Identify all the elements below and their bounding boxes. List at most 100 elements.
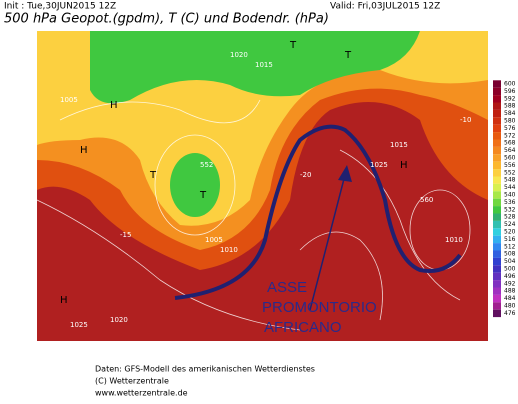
colorbar-label: 532: [504, 206, 516, 213]
colorbar-swatch: [493, 198, 501, 207]
colorbar-label: 548: [504, 177, 516, 184]
map: H H H T T T T H 1005 1010 1015 1020 1015 1025 1010 1005…: [36, 31, 488, 341]
colorbar-swatch: [493, 87, 501, 96]
annotation: PROMONTORIO: [262, 299, 377, 316]
colorbar-swatch: [493, 169, 501, 177]
contour-label: -15: [120, 231, 131, 239]
colorbar-label: 556: [504, 162, 516, 169]
contour-label: -10: [460, 116, 471, 124]
footer-line: Daten: GFS-Modell des amerikanischen Wet…: [95, 365, 315, 374]
colorbar-label: 488: [504, 288, 516, 295]
colorbar-swatch: [493, 272, 501, 281]
map-title: 500 hPa Geopot.(gpdm), T (C) und Bodendr…: [4, 12, 329, 27]
colorbar-swatch: [493, 220, 501, 229]
annotation: ASSE: [267, 279, 307, 296]
colorbar-swatch: [493, 102, 501, 110]
colorbar-label: 552: [504, 169, 516, 176]
colorbar-swatch: [493, 265, 501, 273]
colorbar-label: 580: [504, 118, 516, 125]
arrow-head: [338, 165, 352, 182]
pressure-symbol: T: [149, 170, 157, 181]
contour-label: 1015: [255, 61, 273, 69]
colorbar-label: 496: [504, 273, 516, 280]
contour-label: 1025: [370, 161, 388, 169]
colorbar-label: 536: [504, 199, 516, 206]
ridge-arrow: [309, 174, 346, 311]
colorbar-swatch: [493, 309, 501, 318]
colorbar-label: 576: [504, 125, 516, 132]
contour-label: 1010: [220, 246, 238, 254]
colorbar-swatch: [493, 124, 501, 133]
init-time: Init : Tue,30JUN2015 12Z: [4, 2, 116, 12]
colorbar-label: 476: [504, 310, 516, 317]
colorbar-swatch: [493, 294, 501, 303]
contour-label: 1020: [110, 316, 128, 324]
pressure-symbol: H: [60, 295, 68, 306]
pressure-symbol: T: [199, 190, 207, 201]
colorbar-label: 540: [504, 192, 516, 199]
colorbar-label: 508: [504, 251, 516, 258]
pressure-symbol: H: [80, 145, 88, 156]
colorbar-swatch: [493, 154, 501, 162]
colorbar-label: 524: [504, 221, 516, 228]
colorbar-label: 568: [504, 140, 516, 147]
pressure-symbol: T: [289, 40, 297, 51]
colorbar-label: 600: [504, 81, 516, 88]
contour-label: 1005: [205, 236, 223, 244]
colorbar-label: 512: [504, 243, 516, 250]
cold-low: [170, 153, 220, 217]
colorbar-swatch: [493, 183, 501, 192]
colorbar-swatch: [493, 228, 501, 236]
colorbar-label: 588: [504, 103, 516, 110]
colorbar-label: 528: [504, 214, 516, 221]
colorbar-label: 484: [504, 295, 516, 302]
contour-label: 1015: [390, 141, 408, 149]
colorbar-label: 500: [504, 266, 516, 273]
colorbar-swatch: [493, 243, 501, 251]
colorbar: 6005965925885845805765725685645605565525…: [493, 80, 516, 318]
pressure-symbol: T: [344, 50, 352, 61]
colorbar-label: 596: [504, 88, 516, 95]
colorbar-swatch: [493, 80, 501, 88]
colorbar-swatch: [493, 250, 501, 258]
ridge-axis: [174, 124, 462, 300]
contour-label: -20: [300, 171, 311, 179]
contour-label: 560: [420, 196, 433, 204]
colorbar-swatch: [493, 176, 501, 184]
isobars: [36, 99, 471, 331]
colorbar-label: 480: [504, 303, 516, 310]
colorbar-label: 544: [504, 184, 516, 191]
colorbar-swatch: [493, 191, 501, 199]
contour-label: 552: [200, 161, 213, 169]
colorbar-swatch: [493, 213, 501, 221]
colorbar-label: 560: [504, 155, 516, 162]
colorbar-swatch: [493, 235, 501, 244]
colorbar-label: 572: [504, 132, 516, 139]
annotation: AFRICANO: [264, 319, 342, 336]
cold-area-north: [90, 31, 420, 104]
footer-line: www.wetterzentrale.de: [95, 389, 188, 398]
colorbar-label: 564: [504, 147, 516, 154]
contour-label: 1020: [230, 51, 248, 59]
colorbar-swatch: [493, 146, 501, 155]
contour-label: 1025: [70, 321, 88, 329]
colorbar-label: 520: [504, 229, 516, 236]
colorbar-swatch: [493, 109, 501, 118]
valid-time: Valid: Fri,03JUL2015 12Z: [330, 2, 440, 12]
colorbar-label: 492: [504, 280, 516, 287]
contour-label: 1005: [60, 96, 78, 104]
colorbar-swatch: [493, 280, 501, 288]
footer-line: (C) Wetterzentrale: [95, 377, 169, 386]
colorbar-swatch: [493, 257, 501, 266]
colorbar-swatch: [493, 302, 501, 310]
colorbar-swatch: [493, 161, 501, 170]
colorbar-swatch: [493, 132, 501, 140]
colorbar-label: 516: [504, 236, 516, 243]
colorbar-label: 504: [504, 258, 516, 265]
colorbar-swatch: [493, 117, 501, 125]
colorbar-swatch: [493, 287, 501, 295]
pressure-symbol: H: [110, 100, 118, 111]
colorbar-label: 592: [504, 95, 516, 102]
colorbar-swatch: [493, 206, 501, 214]
